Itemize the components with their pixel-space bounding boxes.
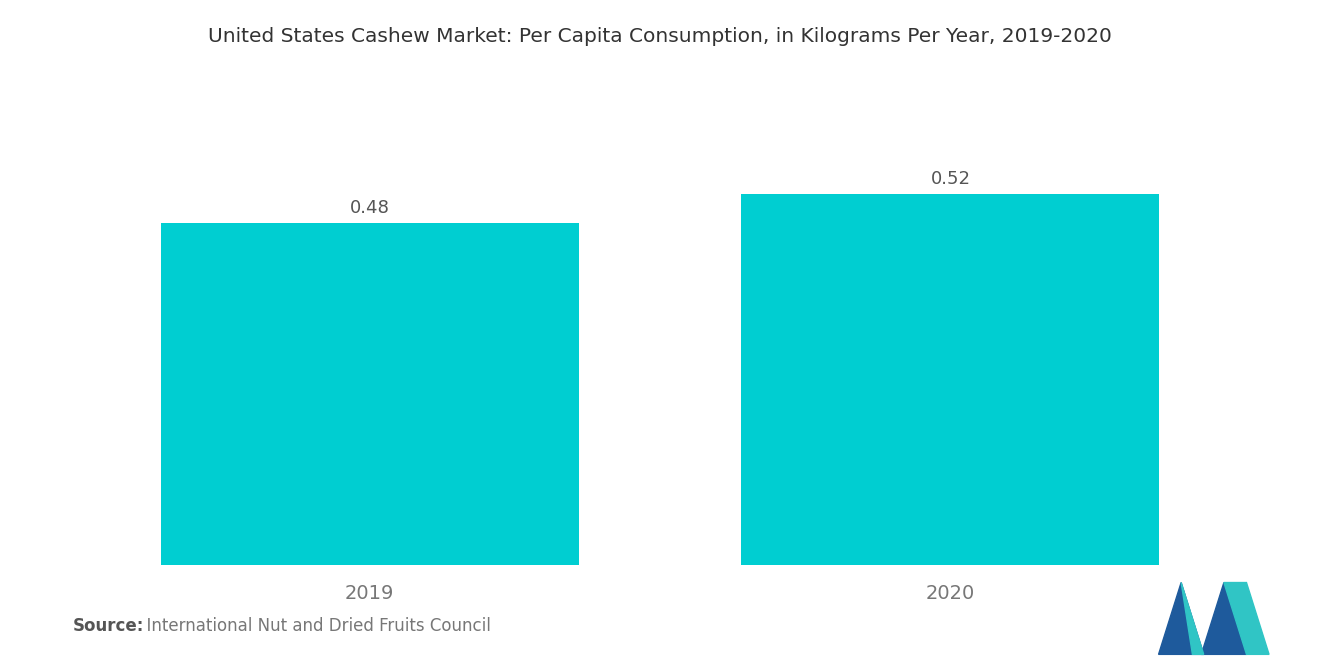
Text: 0.48: 0.48 [350,199,389,217]
Text: International Nut and Dried Fruits Council: International Nut and Dried Fruits Counc… [136,617,491,635]
Bar [742,194,1159,565]
Polygon shape [1224,583,1269,654]
Bar [161,223,578,565]
Text: Source:: Source: [73,617,144,635]
Polygon shape [1201,583,1246,654]
Polygon shape [1159,583,1204,654]
Text: 0.52: 0.52 [931,170,970,188]
Text: United States Cashew Market: Per Capita Consumption, in Kilograms Per Year, 2019: United States Cashew Market: Per Capita … [209,27,1111,46]
Polygon shape [1181,583,1204,654]
